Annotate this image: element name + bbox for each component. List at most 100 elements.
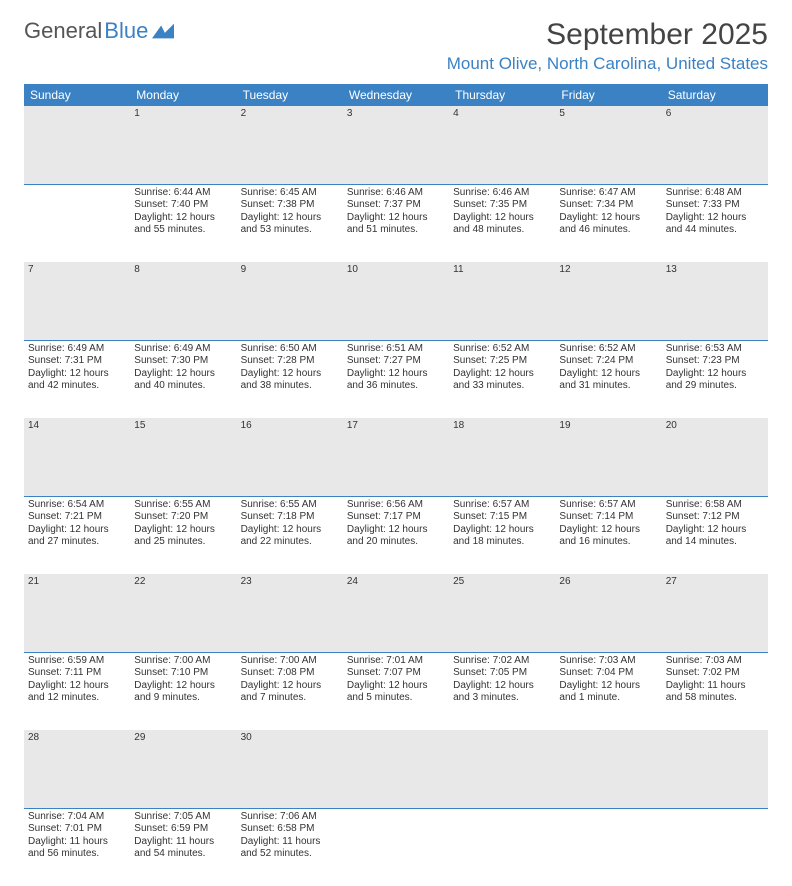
daylight-line: Daylight: 12 hours and 5 minutes. <box>347 680 445 705</box>
day-cell: Sunrise: 6:45 AMSunset: 7:38 PMDaylight:… <box>237 184 343 262</box>
day-number <box>555 730 661 808</box>
location: Mount Olive, North Carolina, United Stat… <box>447 54 768 74</box>
sunrise-line: Sunrise: 7:06 AM <box>241 811 339 824</box>
day-number <box>662 730 768 808</box>
day-cell: Sunrise: 7:02 AMSunset: 7:05 PMDaylight:… <box>449 652 555 730</box>
title-block: September 2025 Mount Olive, North Caroli… <box>447 18 768 74</box>
sunrise-line: Sunrise: 7:01 AM <box>347 655 445 668</box>
sunrise-line: Sunrise: 6:52 AM <box>453 343 551 356</box>
daylight-line: Daylight: 12 hours and 31 minutes. <box>559 368 657 393</box>
daylight-line: Daylight: 12 hours and 42 minutes. <box>28 368 126 393</box>
daylight-line: Daylight: 12 hours and 40 minutes. <box>134 368 232 393</box>
day-cell: Sunrise: 6:57 AMSunset: 7:14 PMDaylight:… <box>555 496 661 574</box>
day-cell: Sunrise: 7:06 AMSunset: 6:58 PMDaylight:… <box>237 808 343 886</box>
day-header-row: Sunday Monday Tuesday Wednesday Thursday… <box>24 84 768 106</box>
day-cell: Sunrise: 7:00 AMSunset: 7:10 PMDaylight:… <box>130 652 236 730</box>
day-cell: Sunrise: 6:52 AMSunset: 7:25 PMDaylight:… <box>449 340 555 418</box>
day-header: Friday <box>555 84 661 106</box>
sunset-line: Sunset: 6:58 PM <box>241 823 339 836</box>
day-cell <box>24 184 130 262</box>
day-cell: Sunrise: 6:55 AMSunset: 7:18 PMDaylight:… <box>237 496 343 574</box>
day-cell: Sunrise: 7:03 AMSunset: 7:02 PMDaylight:… <box>662 652 768 730</box>
day-cell <box>662 808 768 886</box>
day-cell: Sunrise: 6:51 AMSunset: 7:27 PMDaylight:… <box>343 340 449 418</box>
sunrise-line: Sunrise: 6:47 AM <box>559 187 657 200</box>
sunrise-line: Sunrise: 6:49 AM <box>28 343 126 356</box>
sunset-line: Sunset: 7:17 PM <box>347 511 445 524</box>
daylight-line: Daylight: 11 hours and 54 minutes. <box>134 836 232 861</box>
day-header: Thursday <box>449 84 555 106</box>
day-number: 1 <box>130 106 236 184</box>
day-number: 16 <box>237 418 343 496</box>
daylight-line: Daylight: 12 hours and 53 minutes. <box>241 212 339 237</box>
day-cell: Sunrise: 6:56 AMSunset: 7:17 PMDaylight:… <box>343 496 449 574</box>
sunrise-line: Sunrise: 6:44 AM <box>134 187 232 200</box>
sunset-line: Sunset: 6:59 PM <box>134 823 232 836</box>
day-cell: Sunrise: 7:01 AMSunset: 7:07 PMDaylight:… <box>343 652 449 730</box>
daylight-line: Daylight: 12 hours and 29 minutes. <box>666 368 764 393</box>
calendar-table: Sunday Monday Tuesday Wednesday Thursday… <box>24 84 768 886</box>
sunrise-line: Sunrise: 6:52 AM <box>559 343 657 356</box>
daylight-line: Daylight: 12 hours and 33 minutes. <box>453 368 551 393</box>
day-number <box>343 730 449 808</box>
day-cell: Sunrise: 6:58 AMSunset: 7:12 PMDaylight:… <box>662 496 768 574</box>
daynum-row: 123456 <box>24 106 768 184</box>
sunset-line: Sunset: 7:04 PM <box>559 667 657 680</box>
day-cell: Sunrise: 6:47 AMSunset: 7:34 PMDaylight:… <box>555 184 661 262</box>
sunrise-line: Sunrise: 6:46 AM <box>453 187 551 200</box>
day-number: 30 <box>237 730 343 808</box>
day-number: 28 <box>24 730 130 808</box>
sunrise-line: Sunrise: 6:58 AM <box>666 499 764 512</box>
day-cell: Sunrise: 6:46 AMSunset: 7:35 PMDaylight:… <box>449 184 555 262</box>
daylight-line: Daylight: 12 hours and 7 minutes. <box>241 680 339 705</box>
info-row: Sunrise: 6:44 AMSunset: 7:40 PMDaylight:… <box>24 184 768 262</box>
sunset-line: Sunset: 7:30 PM <box>134 355 232 368</box>
daylight-line: Daylight: 12 hours and 14 minutes. <box>666 524 764 549</box>
daylight-line: Daylight: 12 hours and 22 minutes. <box>241 524 339 549</box>
sunset-line: Sunset: 7:23 PM <box>666 355 764 368</box>
day-number: 17 <box>343 418 449 496</box>
sunrise-line: Sunrise: 6:55 AM <box>241 499 339 512</box>
day-number: 15 <box>130 418 236 496</box>
sunrise-line: Sunrise: 6:57 AM <box>559 499 657 512</box>
day-cell: Sunrise: 7:00 AMSunset: 7:08 PMDaylight:… <box>237 652 343 730</box>
sunset-line: Sunset: 7:38 PM <box>241 199 339 212</box>
daylight-line: Daylight: 12 hours and 25 minutes. <box>134 524 232 549</box>
daylight-line: Daylight: 12 hours and 55 minutes. <box>134 212 232 237</box>
day-number: 25 <box>449 574 555 652</box>
sunset-line: Sunset: 7:18 PM <box>241 511 339 524</box>
day-number: 29 <box>130 730 236 808</box>
daynum-row: 14151617181920 <box>24 418 768 496</box>
day-cell: Sunrise: 6:55 AMSunset: 7:20 PMDaylight:… <box>130 496 236 574</box>
day-cell: Sunrise: 6:54 AMSunset: 7:21 PMDaylight:… <box>24 496 130 574</box>
sunrise-line: Sunrise: 6:59 AM <box>28 655 126 668</box>
day-number: 14 <box>24 418 130 496</box>
day-cell: Sunrise: 7:04 AMSunset: 7:01 PMDaylight:… <box>24 808 130 886</box>
day-number: 27 <box>662 574 768 652</box>
day-header: Tuesday <box>237 84 343 106</box>
day-cell: Sunrise: 6:49 AMSunset: 7:30 PMDaylight:… <box>130 340 236 418</box>
sunset-line: Sunset: 7:08 PM <box>241 667 339 680</box>
daylight-line: Daylight: 12 hours and 46 minutes. <box>559 212 657 237</box>
daylight-line: Daylight: 12 hours and 9 minutes. <box>134 680 232 705</box>
day-number: 19 <box>555 418 661 496</box>
day-cell: Sunrise: 7:03 AMSunset: 7:04 PMDaylight:… <box>555 652 661 730</box>
sunset-line: Sunset: 7:27 PM <box>347 355 445 368</box>
day-cell: Sunrise: 6:59 AMSunset: 7:11 PMDaylight:… <box>24 652 130 730</box>
sunset-line: Sunset: 7:24 PM <box>559 355 657 368</box>
sunrise-line: Sunrise: 6:54 AM <box>28 499 126 512</box>
sunset-line: Sunset: 7:31 PM <box>28 355 126 368</box>
day-number: 2 <box>237 106 343 184</box>
logo-text-1: General <box>24 18 102 44</box>
sunset-line: Sunset: 7:14 PM <box>559 511 657 524</box>
daylight-line: Daylight: 11 hours and 58 minutes. <box>666 680 764 705</box>
daylight-line: Daylight: 11 hours and 52 minutes. <box>241 836 339 861</box>
daylight-line: Daylight: 12 hours and 27 minutes. <box>28 524 126 549</box>
sunrise-line: Sunrise: 6:49 AM <box>134 343 232 356</box>
sunset-line: Sunset: 7:01 PM <box>28 823 126 836</box>
info-row: Sunrise: 7:04 AMSunset: 7:01 PMDaylight:… <box>24 808 768 886</box>
day-number <box>449 730 555 808</box>
day-header: Sunday <box>24 84 130 106</box>
day-number: 26 <box>555 574 661 652</box>
sunrise-line: Sunrise: 7:00 AM <box>134 655 232 668</box>
